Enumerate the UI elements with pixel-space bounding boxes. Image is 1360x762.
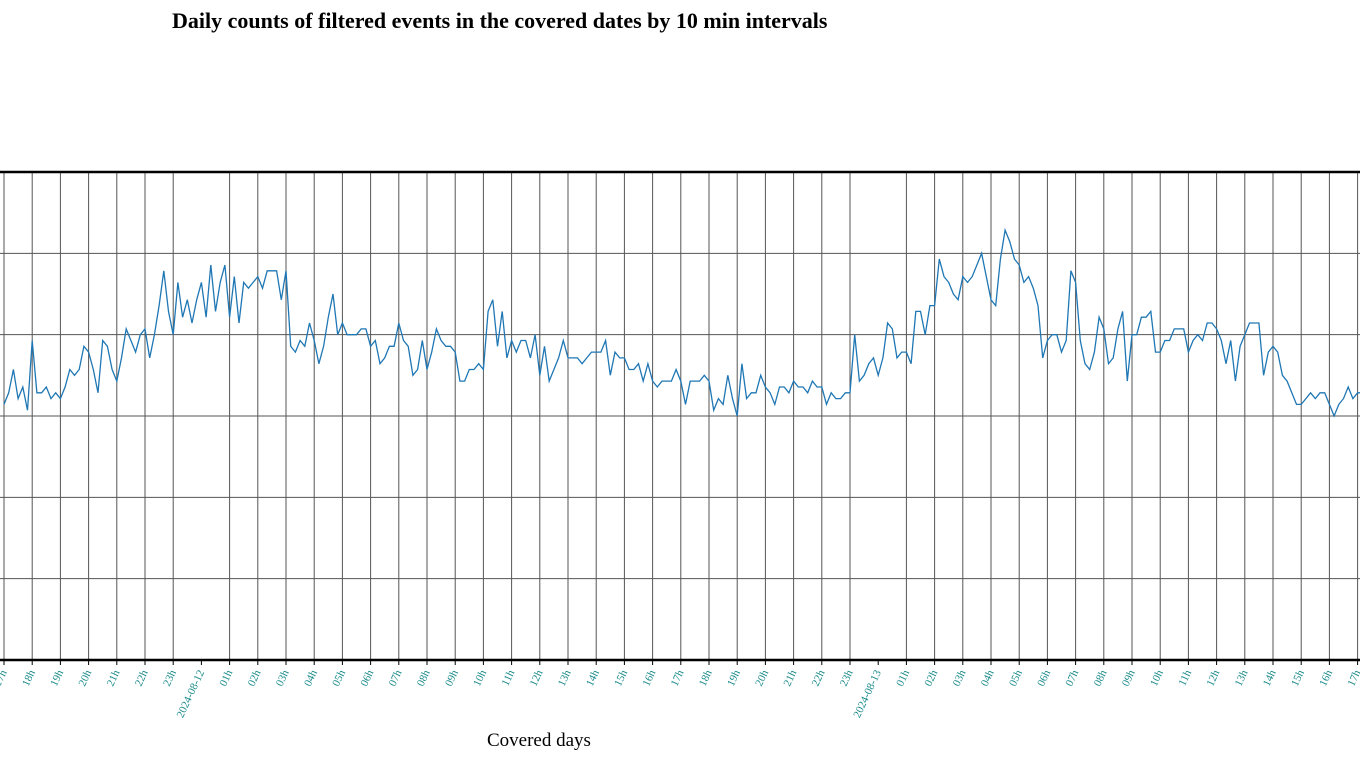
x-tick-label: 15h bbox=[1289, 668, 1307, 688]
x-tick-label: 05h bbox=[330, 668, 348, 688]
x-tick-label: 06h bbox=[1035, 668, 1053, 688]
x-tick-label: 03h bbox=[951, 668, 969, 688]
x-tick-label: 21h bbox=[781, 668, 799, 688]
x-tick-label: 14h bbox=[584, 668, 602, 688]
x-tick-label: 11h bbox=[1176, 668, 1194, 688]
horizontal-gridlines bbox=[0, 252, 1360, 580]
x-tick-label: 18h bbox=[20, 668, 38, 688]
x-tick-label: 23h bbox=[838, 668, 856, 688]
x-tick-label: 22h bbox=[133, 668, 151, 688]
x-tick-label: 14h bbox=[1261, 668, 1279, 688]
series-line bbox=[3, 227, 1360, 418]
x-tick-label: 16h bbox=[640, 668, 658, 688]
x-tick-label: 11h bbox=[500, 668, 518, 688]
x-tick-label: 17h bbox=[1345, 668, 1360, 688]
x-tick-label: 12h bbox=[528, 668, 546, 688]
x-tick-label: 17h bbox=[669, 668, 687, 688]
x-tick-label: 08h bbox=[1092, 668, 1110, 688]
x-tick-label: 15h bbox=[612, 668, 630, 688]
x-tick-label: 22h bbox=[810, 668, 828, 688]
x-tick-marks bbox=[3, 660, 1359, 665]
vertical-gridlines bbox=[3, 172, 1359, 660]
x-tick-label: 23h bbox=[161, 668, 179, 688]
x-axis-label: Covered days bbox=[487, 730, 591, 751]
x-tick-label: 12h bbox=[1204, 668, 1222, 688]
x-tick-label: 06h bbox=[358, 668, 376, 688]
x-tick-label: 19h bbox=[48, 668, 66, 688]
x-tick-label: 18h bbox=[697, 668, 715, 688]
x-tick-label: 20h bbox=[76, 668, 94, 688]
x-tick-label: 08h bbox=[415, 668, 433, 688]
x-tick-label: 03h bbox=[274, 668, 292, 688]
x-tick-label: 13h bbox=[556, 668, 574, 688]
x-tick-label: 20h bbox=[753, 668, 771, 688]
x-tick-label: 07h bbox=[1063, 668, 1081, 688]
x-tick-label: 09h bbox=[443, 668, 461, 688]
x-tick-label: 2024-08-12 bbox=[175, 668, 208, 720]
x-tick-label: 04h bbox=[979, 668, 997, 688]
x-tick-label: 19h bbox=[725, 668, 743, 688]
x-tick-label: 01h bbox=[217, 668, 235, 688]
x-tick-label: 02h bbox=[246, 668, 264, 688]
x-tick-label: 13h bbox=[1233, 668, 1251, 688]
x-tick-label: 16h bbox=[1317, 668, 1335, 688]
x-tick-label: 09h bbox=[1120, 668, 1138, 688]
x-tick-label: 04h bbox=[302, 668, 320, 688]
chart-title: Daily counts of filtered events in the c… bbox=[172, 8, 828, 33]
x-tick-label: 10h bbox=[1148, 668, 1166, 688]
x-tick-label: 01h bbox=[894, 668, 912, 688]
x-tick-label: 10h bbox=[471, 668, 489, 688]
x-tick-label: 17h bbox=[0, 668, 10, 688]
x-tick-label: 2024-08-13 bbox=[851, 668, 884, 720]
x-tick-label: 05h bbox=[1007, 668, 1025, 688]
x-tick-label: 02h bbox=[922, 668, 940, 688]
x-tick-label: 21h bbox=[105, 668, 123, 688]
x-tick-label: 07h bbox=[387, 668, 405, 688]
